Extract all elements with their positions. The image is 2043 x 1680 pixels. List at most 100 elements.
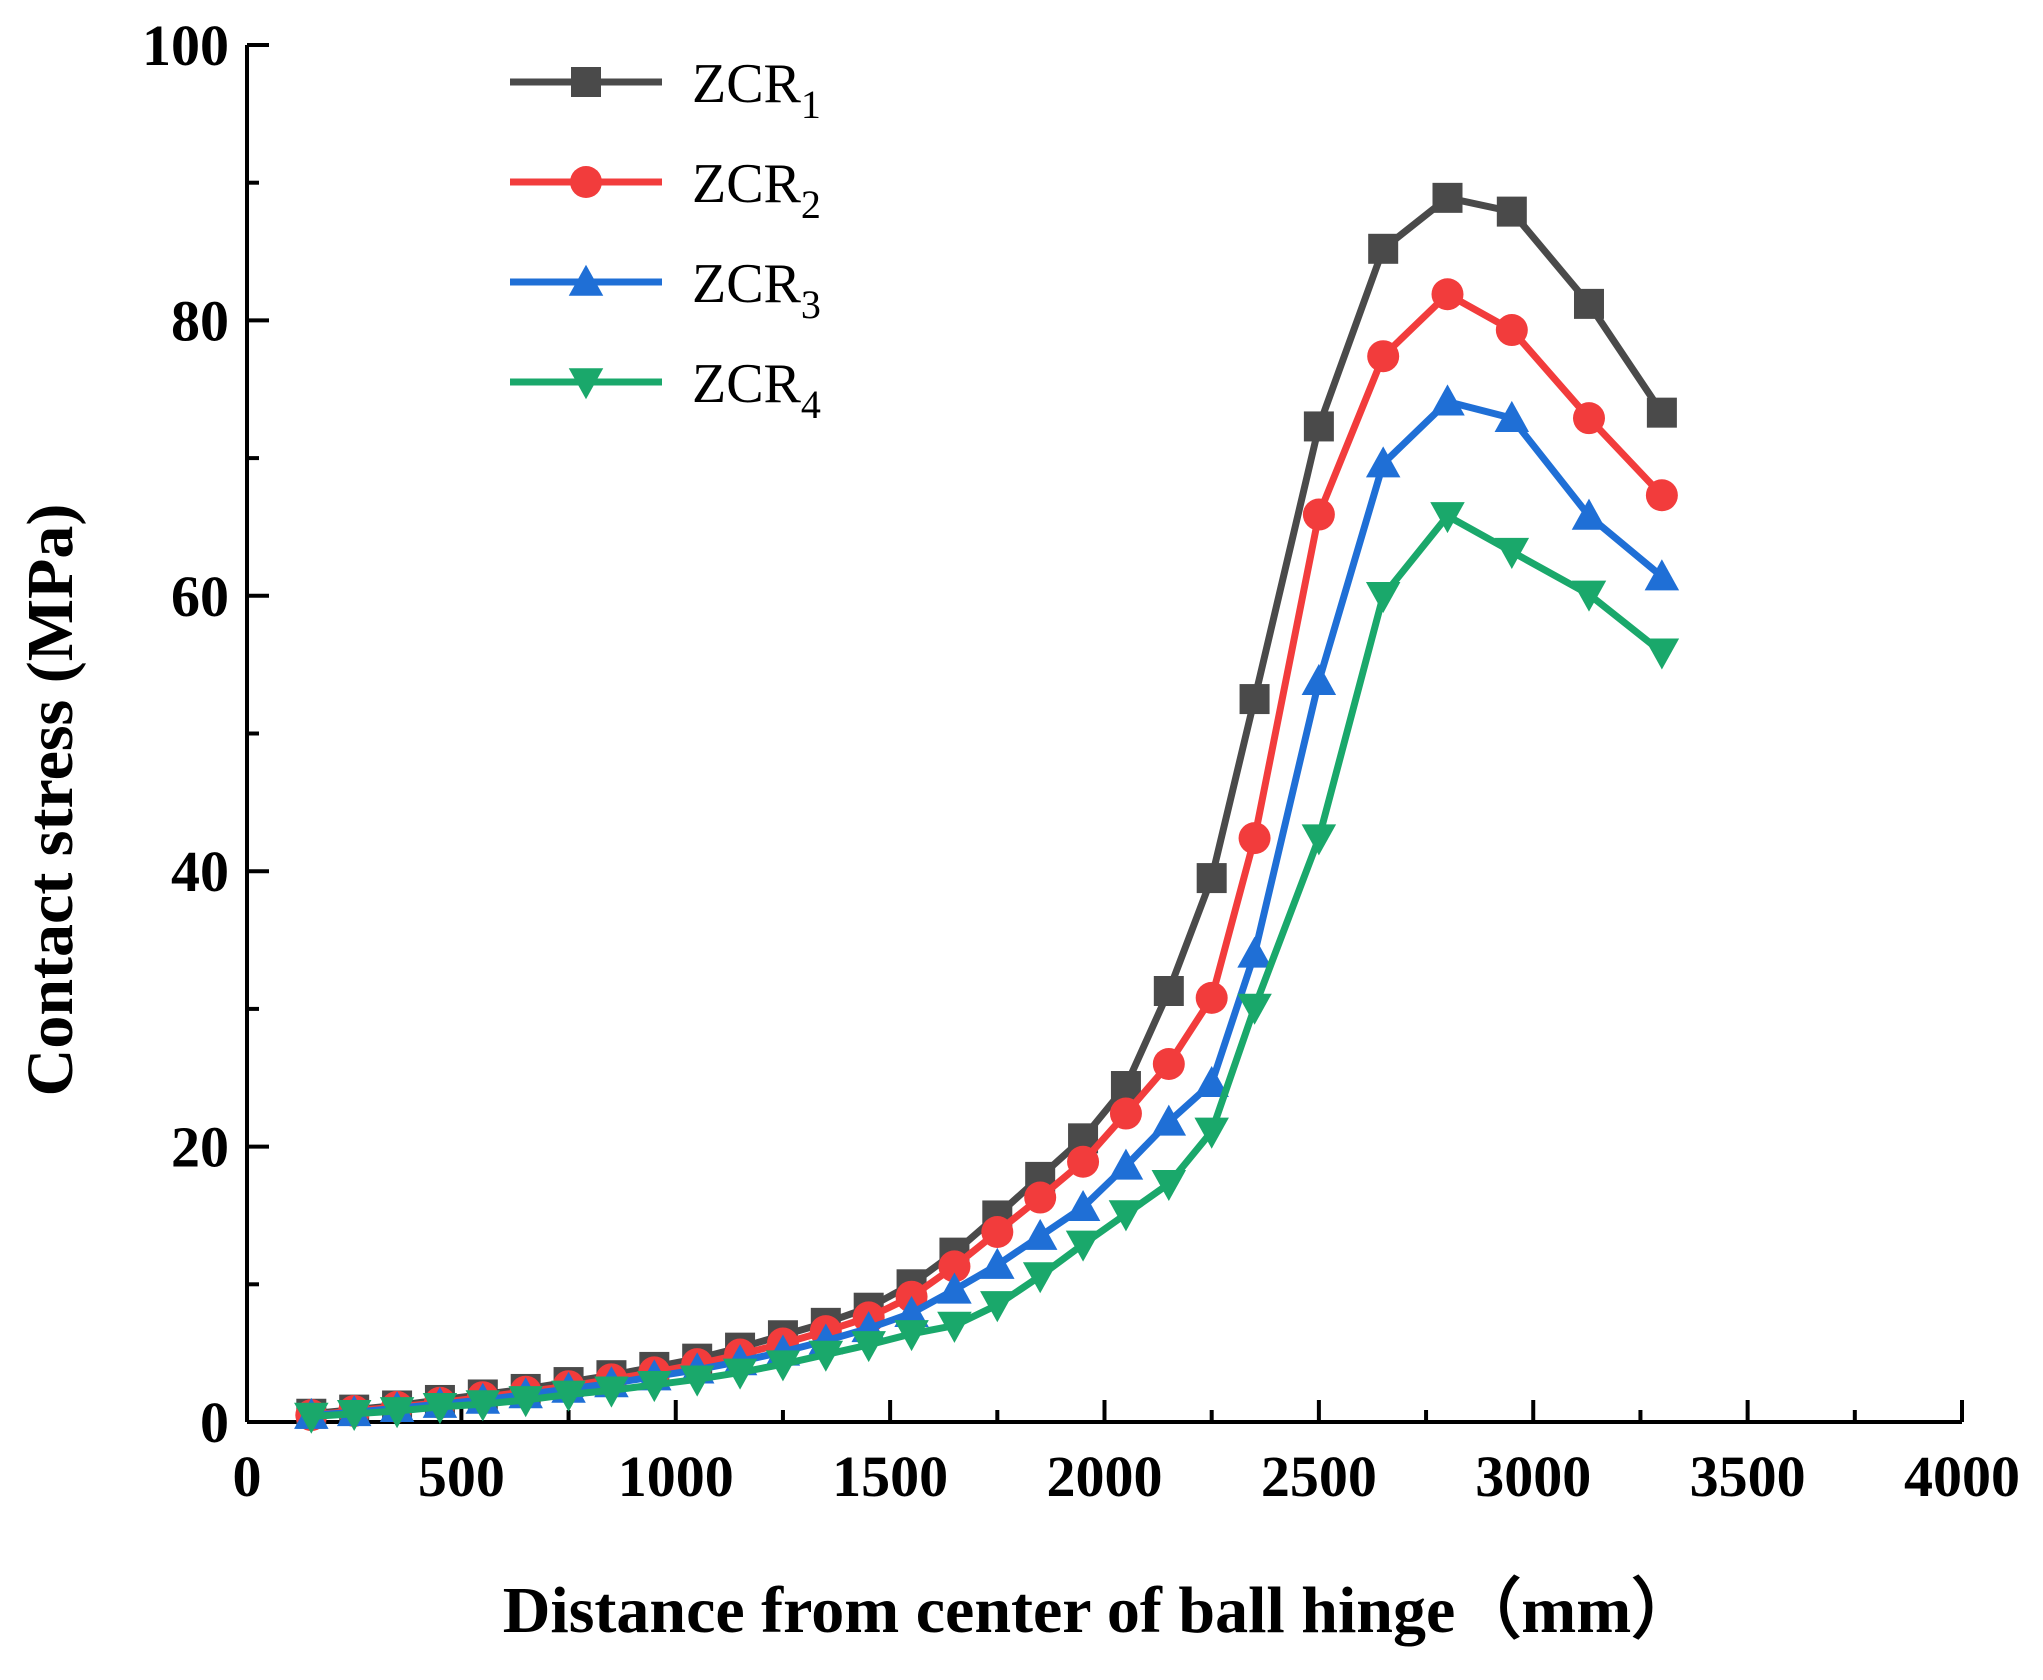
data-point-marker [1237, 936, 1272, 968]
data-point-marker [1365, 582, 1401, 614]
data-point-marker [679, 1365, 715, 1397]
data-point-marker [1239, 684, 1270, 715]
data-point-marker [1367, 340, 1400, 373]
series-line-4 [307, 512, 1666, 1420]
data-point-marker [1151, 1104, 1187, 1136]
data-point-marker [1065, 1189, 1101, 1221]
data-point-marker [1496, 196, 1527, 227]
x-tick-label: 1000 [618, 1444, 734, 1509]
data-point-marker [294, 1402, 329, 1434]
series-line-2 [307, 290, 1666, 1419]
data-point-marker [1301, 663, 1337, 695]
y-tick-label: 0 [200, 1390, 229, 1455]
y-axis-title: Contact stress (MPa) [14, 504, 87, 1097]
y-tick-label: 40 [171, 839, 229, 904]
series-4 [294, 502, 1680, 1434]
legend-marker [570, 166, 602, 198]
data-point-marker [1109, 1097, 1142, 1130]
data-point-marker [1067, 1145, 1100, 1178]
data-point-marker [1238, 822, 1271, 855]
data-point-marker [1495, 314, 1528, 347]
data-point-marker [1368, 233, 1399, 264]
data-point-marker [1195, 981, 1228, 1014]
data-point-marker [1065, 1230, 1101, 1262]
x-tick-label: 2500 [1261, 1444, 1377, 1509]
data-point-marker [637, 1371, 672, 1403]
data-point-marker [1151, 1169, 1187, 1202]
data-point-marker [1152, 1047, 1185, 1080]
data-point-marker [1432, 182, 1463, 213]
data-point-marker [1024, 1181, 1057, 1214]
data-point-marker [1645, 479, 1678, 512]
data-point-marker [1194, 1117, 1229, 1149]
data-point-marker [1644, 638, 1680, 670]
legend-label: ZCR4 [692, 353, 821, 427]
data-point-marker [981, 1215, 1014, 1248]
data-point-marker [1302, 498, 1335, 531]
data-point-marker [1494, 537, 1530, 569]
legend: ZCR1 ZCR2 ZCR3 ZCR4 [510, 53, 821, 427]
legend-label: ZCR1 [692, 53, 821, 127]
legend-item: ZCR2 [510, 153, 821, 227]
data-point-marker [980, 1291, 1015, 1323]
data-point-marker [379, 1397, 415, 1429]
data-point-marker [1365, 446, 1401, 478]
data-point-marker [1022, 1218, 1058, 1250]
data-point-marker [1153, 975, 1184, 1006]
legend-item: ZCR1 [510, 53, 821, 127]
data-point-marker [1494, 400, 1530, 432]
x-tick-label: 0 [233, 1444, 262, 1509]
legend-item: ZCR3 [510, 253, 821, 327]
data-point-marker [1108, 1148, 1144, 1180]
data-point-marker [422, 1393, 458, 1425]
data-point-marker [1646, 397, 1677, 428]
data-point-marker [808, 1340, 844, 1372]
data-point-marker [1572, 402, 1605, 435]
data-point-marker [465, 1390, 501, 1422]
legend-label: ZCR3 [692, 253, 821, 327]
data-point-marker [1430, 502, 1465, 534]
data-point-marker [1194, 1066, 1229, 1098]
data-point-marker [937, 1272, 972, 1304]
data-point-marker [594, 1376, 629, 1408]
x-tick-label: 500 [418, 1444, 505, 1509]
data-point-marker [1237, 993, 1272, 1025]
data-point-marker [1196, 863, 1227, 894]
data-point-marker [1571, 580, 1607, 612]
data-point-marker [336, 1399, 372, 1431]
data-point-marker [508, 1386, 543, 1418]
x-tick-label: 1500 [832, 1444, 948, 1509]
data-point-marker [1108, 1200, 1144, 1232]
data-point-marker [765, 1350, 801, 1382]
data-point-marker [894, 1320, 929, 1352]
y-tick-label: 20 [171, 1115, 229, 1180]
data-point-marker [938, 1250, 971, 1283]
data-point-marker [1110, 1071, 1141, 1102]
legend-item: ZCR4 [510, 353, 821, 427]
data-point-marker [980, 1247, 1015, 1279]
legend-label: ZCR2 [692, 153, 821, 227]
data-point-marker [1431, 278, 1464, 311]
series-2 [295, 278, 1678, 1432]
legend-marker [568, 264, 604, 296]
data-point-marker [1644, 559, 1680, 591]
data-point-marker [1571, 498, 1607, 530]
y-tick-label: 80 [171, 288, 229, 353]
legend-marker [568, 368, 604, 400]
data-point-marker [1430, 384, 1465, 416]
x-tick-label: 3500 [1690, 1444, 1806, 1509]
data-point-marker [1303, 411, 1334, 442]
series-layer [294, 182, 1680, 1434]
series-3 [294, 384, 1680, 1429]
data-point-marker [937, 1311, 972, 1343]
y-tick-label: 60 [171, 564, 229, 629]
x-tick-label: 3000 [1475, 1444, 1591, 1509]
data-point-marker [1573, 288, 1604, 319]
x-tick-label: 4000 [1904, 1444, 2020, 1509]
data-point-marker [1022, 1262, 1058, 1294]
series-line-3 [307, 398, 1666, 1419]
x-axis-title: Distance from center of ball hinge（mm） [503, 1573, 1698, 1647]
